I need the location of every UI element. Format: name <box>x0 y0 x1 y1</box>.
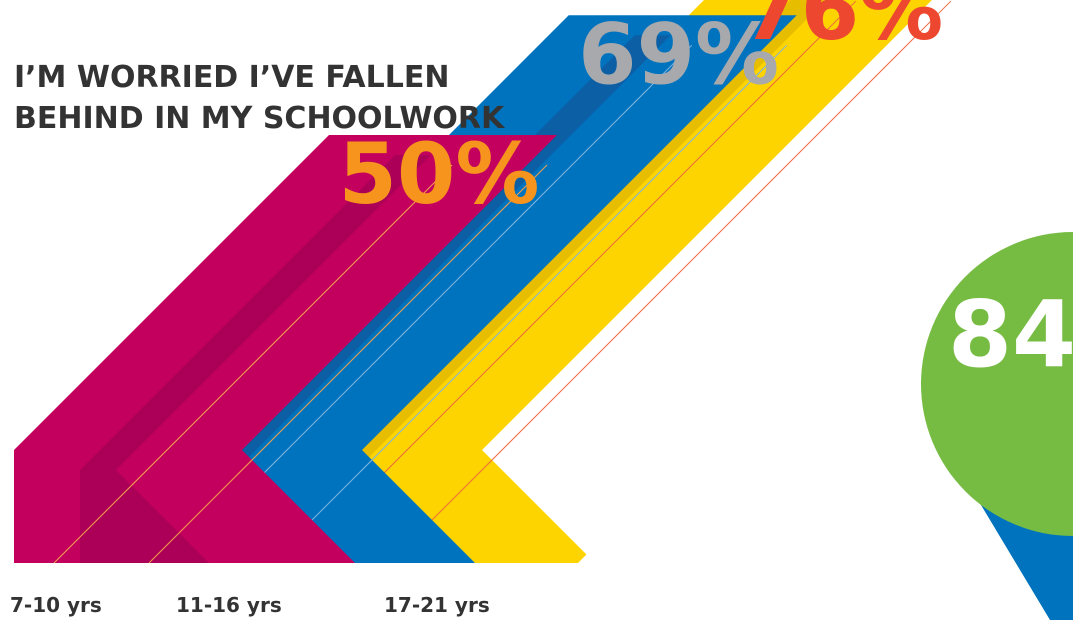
bar-1-value-label: 50% <box>338 125 539 223</box>
baseline-strip <box>0 563 900 620</box>
side-panel-circle <box>921 232 1073 536</box>
category-label-2: 11-16 yrs <box>176 593 282 617</box>
bar-1-accent-line <box>53 164 453 564</box>
bar-3-accent-line <box>293 0 857 564</box>
category-labels-layer: 7-10 yrs 11-16 yrs 17-21 yrs <box>10 593 490 617</box>
bar-3-accent-line <box>388 0 952 564</box>
bar-3 <box>254 0 932 563</box>
side-panel: 84 <box>921 232 1073 620</box>
chart-title-line-1: I’M WORRIED I’VE FALLEN <box>14 60 449 95</box>
value-labels-layer: 76%69% 50% <box>338 0 943 223</box>
bar-1-stripe <box>80 155 431 563</box>
bar-3-value-label: 76% <box>742 0 943 59</box>
category-label-1: 7-10 yrs <box>10 593 102 617</box>
bar-2 <box>134 15 797 564</box>
side-panel-value: 84 <box>948 281 1073 388</box>
bar-2-accent-line <box>268 44 788 564</box>
bar-1-accent-line <box>148 164 548 564</box>
chart-title-line-2: BEHIND IN MY SCHOOLWORK <box>14 101 506 136</box>
category-label-3: 17-21 yrs <box>384 593 490 617</box>
band-edge-cut <box>578 180 960 620</box>
bars-layer <box>0 0 960 620</box>
bar-1 <box>14 135 557 563</box>
bar-2-value-label: 69% <box>578 5 779 103</box>
